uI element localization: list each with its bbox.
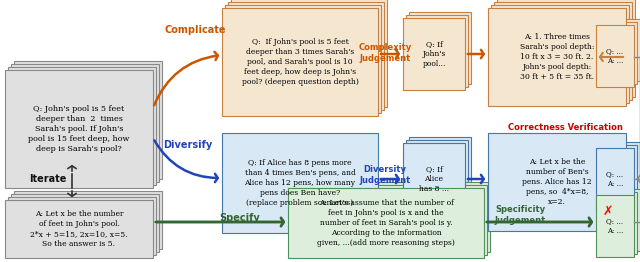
FancyBboxPatch shape xyxy=(409,137,471,209)
FancyBboxPatch shape xyxy=(409,12,471,84)
FancyBboxPatch shape xyxy=(599,22,637,84)
Text: Q: If
John's
pool...: Q: If John's pool... xyxy=(422,40,445,68)
FancyBboxPatch shape xyxy=(602,189,640,251)
FancyBboxPatch shape xyxy=(599,145,637,207)
FancyBboxPatch shape xyxy=(5,200,153,258)
FancyBboxPatch shape xyxy=(596,148,634,210)
Text: A: Let's assume that the number of
feet in John's pool is x and the
number of fe: A: Let's assume that the number of feet … xyxy=(317,199,455,247)
Text: Q: ...
A: ...: Q: ... A: ... xyxy=(607,170,623,188)
Text: Q: If
Alice
has 8 ...: Q: If Alice has 8 ... xyxy=(419,165,449,193)
Text: Q: ...
A: ...: Q: ... A: ... xyxy=(607,47,623,65)
FancyBboxPatch shape xyxy=(225,5,381,113)
FancyBboxPatch shape xyxy=(602,19,640,81)
Text: Diversify: Diversify xyxy=(163,140,212,150)
Text: A: 1. Three times
Sarah's pool depth:
10 ft x 3 = 30 ft. 2.
John's pool depth:
3: A: 1. Three times Sarah's pool depth: 10… xyxy=(520,33,595,81)
Text: Specify: Specify xyxy=(220,213,260,223)
FancyBboxPatch shape xyxy=(14,191,162,249)
FancyBboxPatch shape xyxy=(596,195,634,257)
FancyBboxPatch shape xyxy=(8,67,156,185)
Text: Correctness Verification: Correctness Verification xyxy=(508,123,623,133)
FancyBboxPatch shape xyxy=(5,70,153,188)
FancyBboxPatch shape xyxy=(11,64,159,182)
Text: Diversity
Judgement: Diversity Judgement xyxy=(360,165,411,185)
FancyBboxPatch shape xyxy=(294,182,490,252)
FancyBboxPatch shape xyxy=(14,61,162,179)
Text: Q: ...
A: ...: Q: ... A: ... xyxy=(607,217,623,235)
Text: Q:  If John's pool is 5 feet
deeper than 3 times Sarah's
pool, and Sarah's pool : Q: If John's pool is 5 feet deeper than … xyxy=(241,38,358,86)
FancyBboxPatch shape xyxy=(8,197,156,255)
FancyBboxPatch shape xyxy=(596,25,634,87)
FancyBboxPatch shape xyxy=(228,2,384,110)
FancyBboxPatch shape xyxy=(222,133,378,233)
Text: Specificity
Judgement: Specificity Judgement xyxy=(494,205,546,225)
FancyBboxPatch shape xyxy=(488,133,626,231)
FancyBboxPatch shape xyxy=(497,0,635,97)
FancyBboxPatch shape xyxy=(602,142,640,204)
Text: A: Let x be the
number of Ben's
pens. Alice has 12
pens, so  4*x=8,
x=2.: A: Let x be the number of Ben's pens. Al… xyxy=(522,158,592,206)
Text: Complexity
Judgement: Complexity Judgement xyxy=(358,43,412,63)
FancyBboxPatch shape xyxy=(231,0,387,107)
FancyBboxPatch shape xyxy=(488,8,626,106)
FancyBboxPatch shape xyxy=(599,192,637,254)
FancyBboxPatch shape xyxy=(291,185,487,255)
Text: Q: If Alice has 8 pens more
than 4 times Ben's pens, and
Alice has 12 pens, how : Q: If Alice has 8 pens more than 4 times… xyxy=(244,159,355,207)
Text: Complicate: Complicate xyxy=(164,25,226,35)
FancyBboxPatch shape xyxy=(403,18,465,90)
Text: ✗: ✗ xyxy=(603,205,613,217)
FancyBboxPatch shape xyxy=(406,140,468,212)
FancyBboxPatch shape xyxy=(406,15,468,87)
Text: Iterate: Iterate xyxy=(29,174,67,184)
FancyBboxPatch shape xyxy=(288,188,484,258)
FancyBboxPatch shape xyxy=(494,2,632,100)
Text: A: Let x be the number
of feet in John's pool.
2*x + 5=15, 2x=10, x=5.
So the an: A: Let x be the number of feet in John's… xyxy=(30,210,128,248)
FancyBboxPatch shape xyxy=(11,194,159,252)
FancyBboxPatch shape xyxy=(403,143,465,215)
FancyBboxPatch shape xyxy=(491,5,629,103)
FancyBboxPatch shape xyxy=(222,8,378,116)
Text: Q: John's pool is 5 feet
deeper than  2  times
Sarah's pool. If John's
pool is 1: Q: John's pool is 5 feet deeper than 2 t… xyxy=(28,105,130,153)
